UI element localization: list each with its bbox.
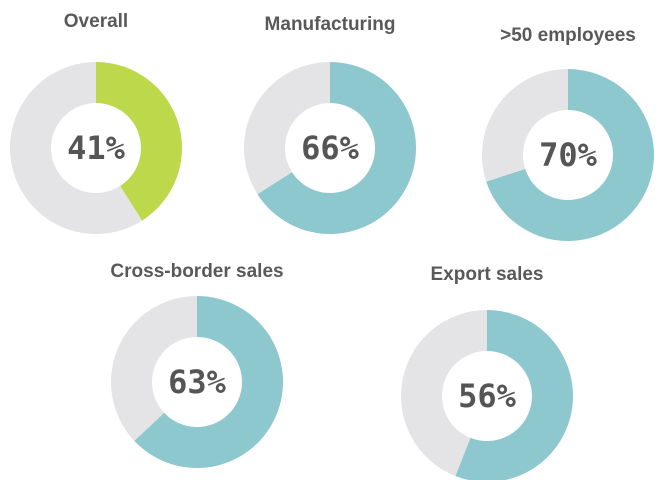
center-label: 56% [458,377,517,415]
donut-segment [110,296,197,441]
donut-segment [486,69,654,241]
donut-segment [401,310,487,476]
center-label: 70% [539,136,598,174]
donut-segment [482,69,568,182]
chart-title: >50 employees [500,25,636,46]
chart-title: Manufacturing [265,14,396,35]
center-label: 41% [67,129,126,167]
donut-segment [257,62,416,234]
center-label: 63% [168,363,227,401]
donut-segment [455,310,573,480]
donut-segment [9,62,143,234]
donut-segment [134,296,283,468]
chart-title: Export sales [431,264,544,285]
chart-title: Cross-border sales [110,261,283,282]
donut-segment [244,62,330,195]
center-label: 66% [301,129,360,167]
donut-segment [96,62,182,221]
chart-title: Overall [64,11,128,32]
